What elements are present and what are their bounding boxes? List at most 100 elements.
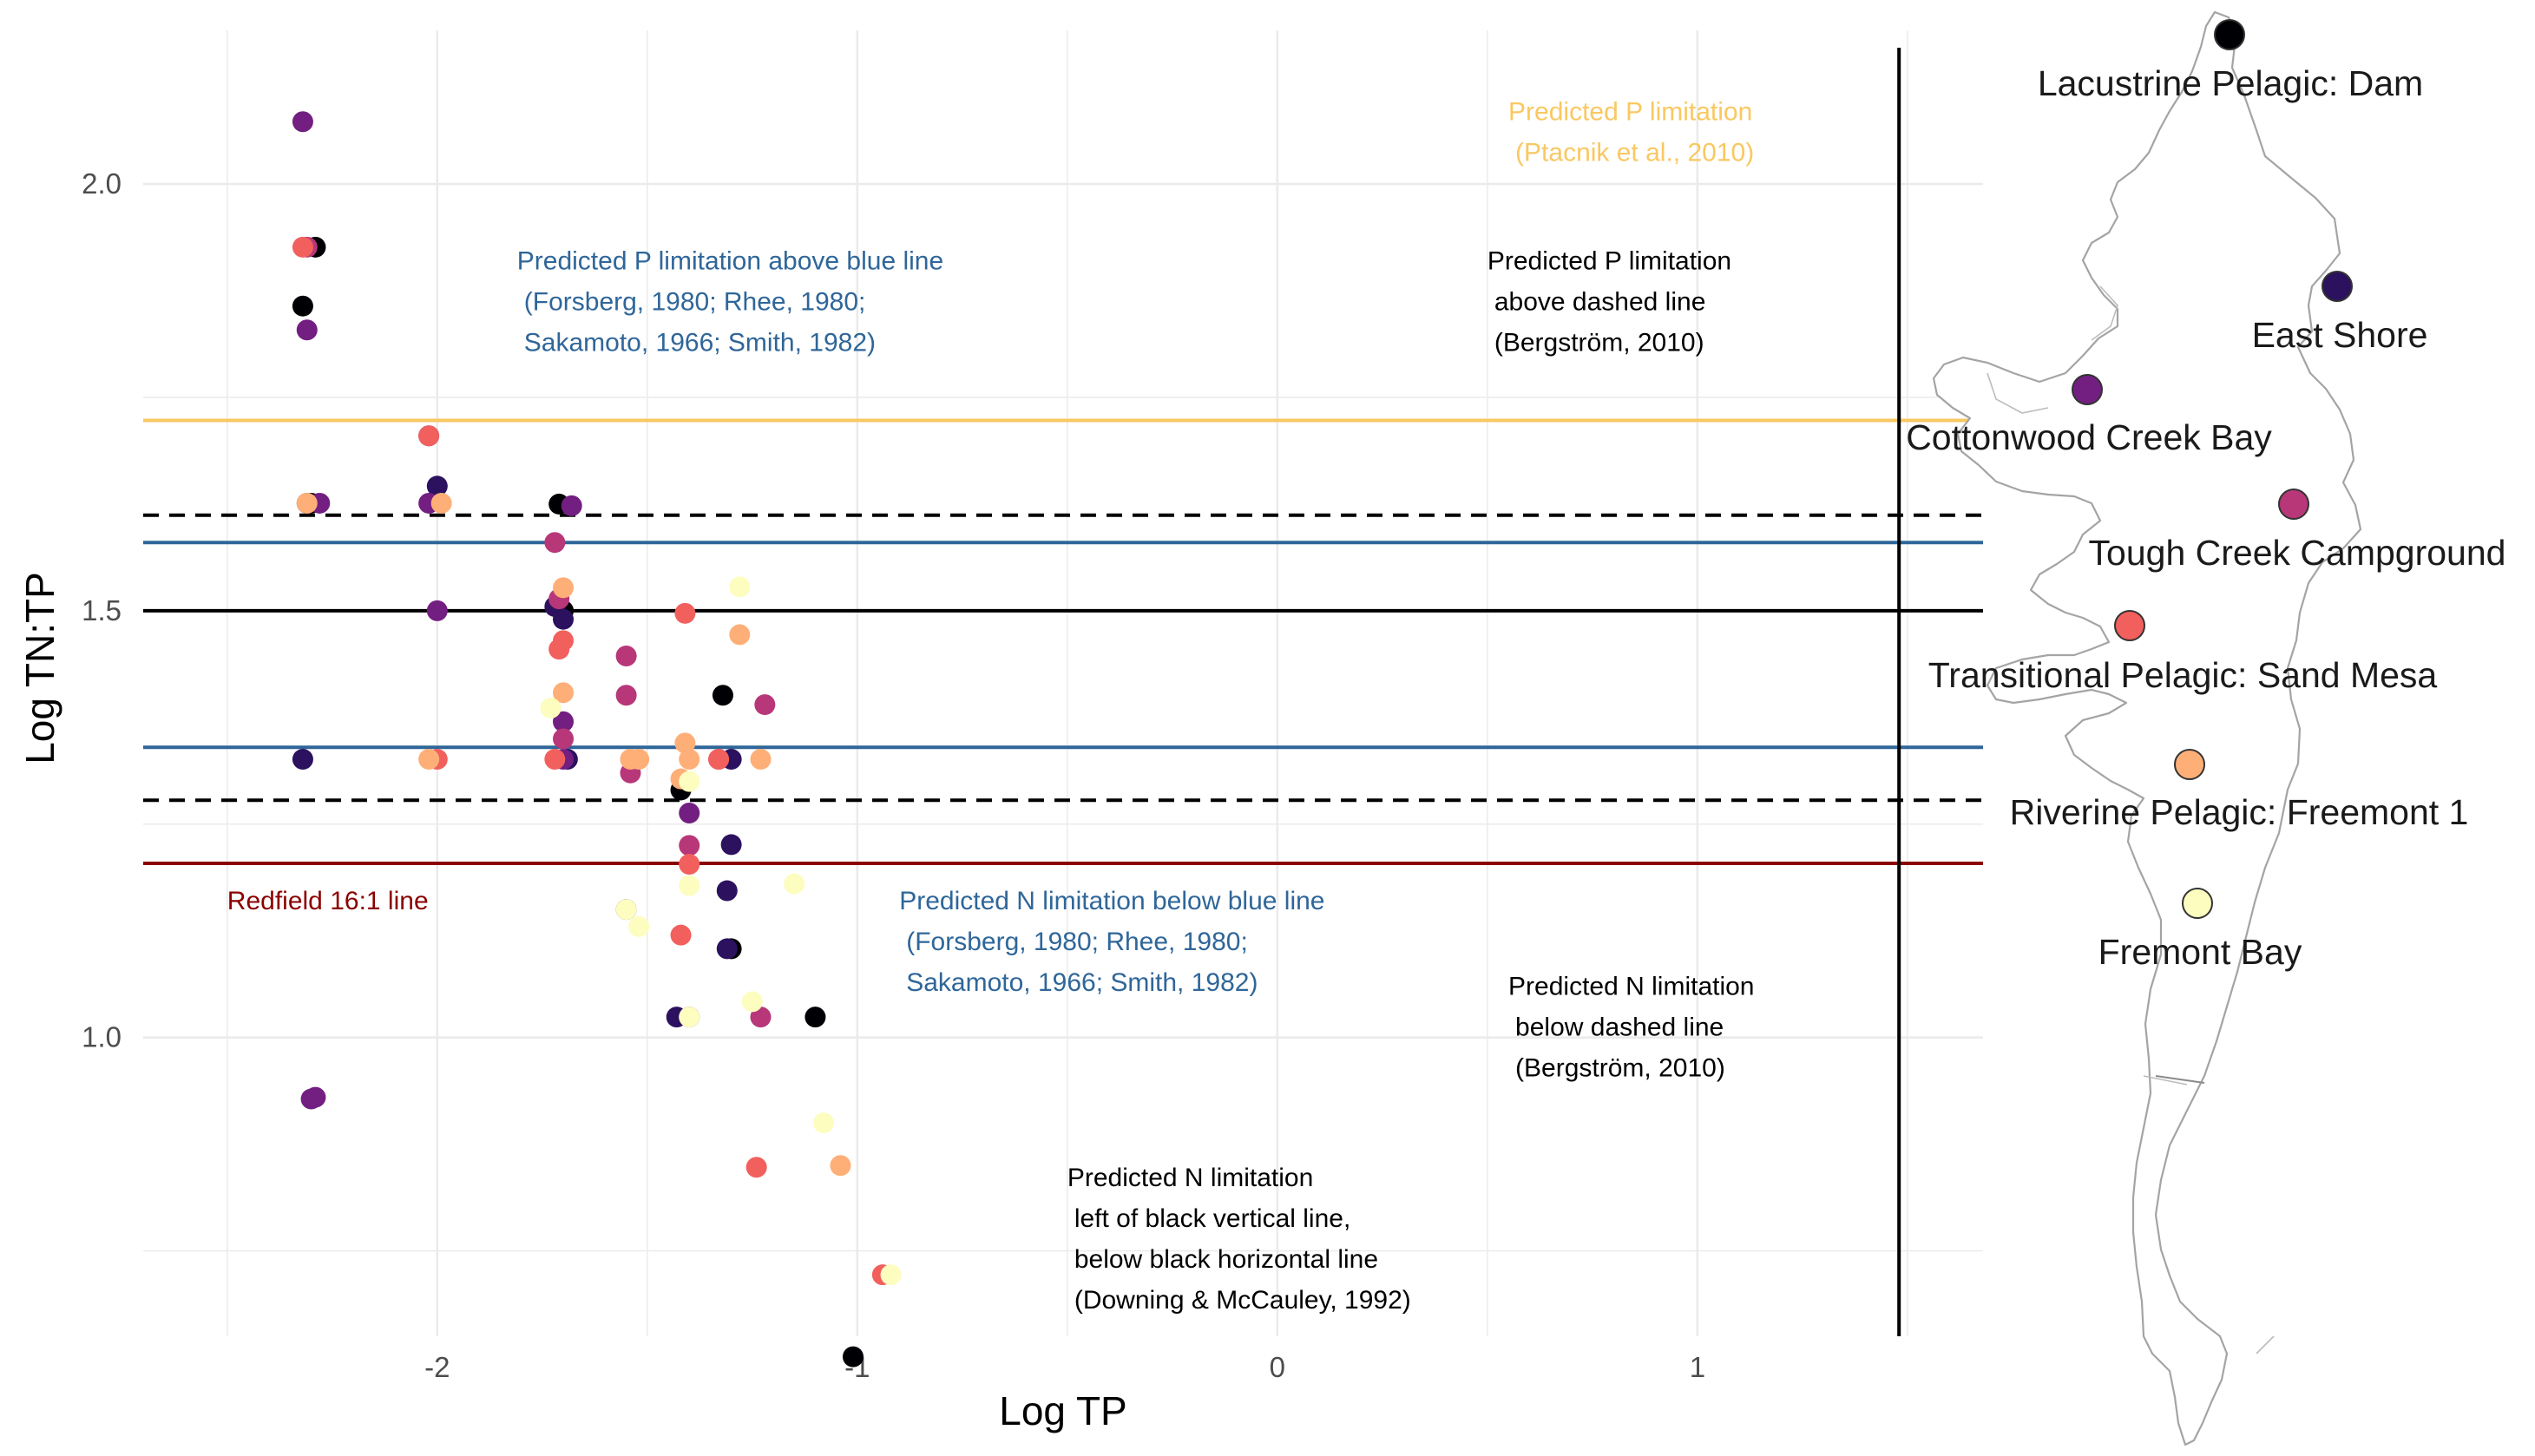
data-point <box>729 624 751 646</box>
annotation-line: below black horizontal line <box>1074 1245 1378 1274</box>
data-point <box>292 749 313 771</box>
site-label-tough-creek: Tough Creek Campground <box>2089 533 2506 573</box>
annotation: Predicted N limitation below blue line (F… <box>899 887 1324 997</box>
data-point <box>296 319 318 341</box>
data-point <box>842 1346 864 1367</box>
data-point <box>805 1007 826 1028</box>
data-point <box>679 749 700 771</box>
annotation-line: (Bergström, 2010) <box>1515 1054 1725 1083</box>
data-point <box>716 938 738 960</box>
data-point <box>553 711 575 732</box>
data-point <box>674 602 696 624</box>
data-point <box>716 880 738 902</box>
annotation-line: Predicted P limitation <box>1508 97 1752 126</box>
site-label-east-shore: East Shore <box>2252 315 2428 355</box>
annotation-line: (Forsberg, 1980; Rhee, 1980; <box>906 928 1248 956</box>
data-point <box>754 694 776 716</box>
annotation-line: below dashed line <box>1515 1013 1724 1042</box>
annotation: Predicted P limitation above dashed line (… <box>1488 246 1731 357</box>
y-axis-ticks: 1.0 1.5 2.0 <box>82 167 121 1053</box>
data-point <box>296 492 318 514</box>
annotation-line: Predicted P limitation <box>1488 246 1731 275</box>
annotation-line: Sakamoto, 1966; Smith, 1982) <box>524 328 876 357</box>
data-point <box>305 1086 326 1108</box>
data-point <box>720 834 742 856</box>
data-point <box>712 685 733 706</box>
data-point <box>615 646 637 667</box>
annotation: Predicted N limitation below dashed line (… <box>1508 973 1754 1083</box>
annotation-line: Redfield 16:1 line <box>227 887 429 915</box>
data-point <box>553 728 575 750</box>
data-point <box>813 1112 835 1134</box>
annotation-line: above dashed line <box>1494 287 1706 316</box>
grid <box>143 30 1983 1336</box>
data-point <box>418 749 440 771</box>
site-marker-dam <box>2214 19 2245 50</box>
site-label-dam: Lacustrine Pelagic: Dam <box>2038 63 2423 103</box>
annotation-line: (Downing & McCauley, 1992) <box>1074 1286 1411 1315</box>
data-point <box>679 1007 700 1028</box>
site-marker-freemont-1 <box>2174 749 2205 780</box>
data-point <box>615 685 637 706</box>
site-label-freemont-1: Riverine Pelagic: Freemont 1 <box>2010 792 2469 832</box>
data-point <box>292 111 313 133</box>
x-axis-ticks: -2 -1 0 1 <box>424 1351 1705 1383</box>
reservoir-outline <box>1932 10 2362 1446</box>
data-point <box>544 749 566 771</box>
annotation-line: Predicted N limitation <box>1067 1164 1313 1192</box>
data-point <box>553 682 575 704</box>
reservoir-dam-line <box>2155 1075 2205 1084</box>
data-point <box>679 875 700 896</box>
site-label-cottonwood: Cottonwood Creek Bay <box>1906 417 2272 457</box>
data-point <box>670 924 692 946</box>
data-point <box>880 1264 902 1286</box>
data-point <box>561 495 582 516</box>
data-point <box>553 577 575 599</box>
data-point <box>553 630 575 652</box>
data-point <box>553 608 575 630</box>
site-marker-east-shore <box>2322 271 2353 302</box>
data-point <box>292 295 313 317</box>
data-point <box>426 475 448 497</box>
data-point <box>674 732 696 754</box>
data-point <box>750 1007 772 1028</box>
annotation-line: Sakamoto, 1966; Smith, 1982) <box>906 968 1258 997</box>
annotation: Redfield 16:1 line <box>227 887 429 915</box>
x-axis-title: Log TP <box>999 1388 1126 1433</box>
data-point <box>426 600 448 621</box>
data-point <box>430 492 452 514</box>
site-label-fremont-bay: Fremont Bay <box>2098 932 2302 972</box>
annotation-line: (Forsberg, 1980; Rhee, 1980; <box>524 287 866 316</box>
data-points <box>292 111 902 1367</box>
y-tick-label: 1.0 <box>82 1021 121 1053</box>
site-marker-tough-creek <box>2278 489 2309 520</box>
data-point <box>418 425 440 447</box>
data-point <box>615 899 637 921</box>
data-point <box>784 873 805 895</box>
data-point <box>729 576 751 598</box>
site-marker-fremont-bay <box>2182 888 2213 919</box>
annotation-line: Predicted P limitation above blue line <box>517 246 943 275</box>
x-tick-label: 0 <box>1270 1351 1285 1383</box>
annotation-line: Predicted N limitation <box>1508 973 1754 1001</box>
annotations: Predicted P limitation (Ptacnik et al., 2… <box>227 97 1755 1315</box>
data-point <box>745 1157 767 1178</box>
x-tick-label: 1 <box>1690 1351 1705 1383</box>
data-point <box>679 771 700 792</box>
data-point <box>708 749 730 771</box>
data-point <box>292 236 313 258</box>
data-point <box>628 915 650 937</box>
x-tick-label: -2 <box>424 1351 450 1383</box>
annotation-line: Predicted N limitation below blue line <box>899 887 1324 915</box>
site-label-sand-mesa: Transitional Pelagic: Sand Mesa <box>1928 655 2438 695</box>
y-tick-label: 1.5 <box>82 594 121 626</box>
annotation-line: (Bergström, 2010) <box>1494 328 1704 357</box>
data-point <box>679 803 700 824</box>
data-point <box>540 698 562 719</box>
data-point <box>750 749 772 771</box>
annotation: Predicted P limitation (Ptacnik et al., 2… <box>1508 97 1754 167</box>
data-point <box>830 1155 851 1177</box>
y-axis-title: Log TN:TP <box>17 572 62 764</box>
y-tick-label: 2.0 <box>82 167 121 200</box>
